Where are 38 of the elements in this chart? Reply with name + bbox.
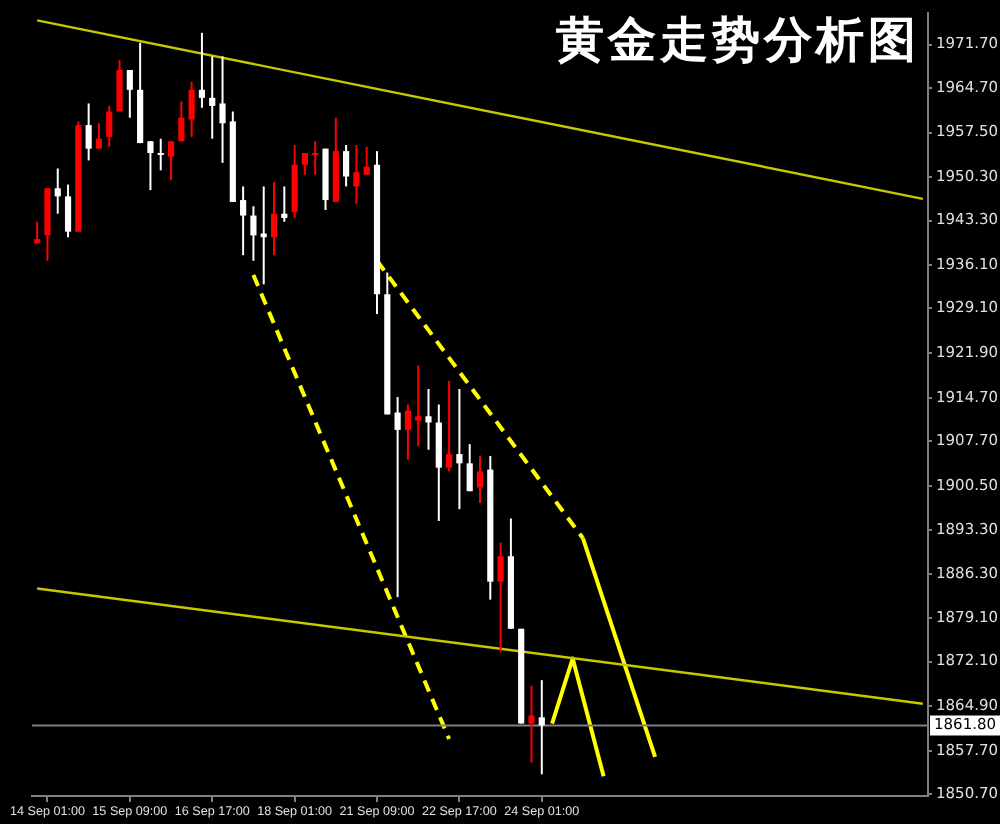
candlestick [394,396,401,599]
candlestick [167,140,175,182]
candlestick [188,80,195,138]
candlestick [291,143,298,220]
candlestick [116,59,123,113]
candlestick [476,454,484,504]
candlestick [404,403,411,461]
candlestick [415,364,422,447]
candlestick [44,187,51,262]
candlestick [446,379,453,473]
candlestick [178,100,185,143]
chart-title: 黄金走势分析图 [556,13,920,72]
candlestick [528,684,535,764]
candlestick [270,181,278,257]
candlestick [157,137,164,172]
candlestick [126,68,133,119]
candlestick [435,403,442,522]
candlestick [85,102,92,162]
candlestick [363,145,370,176]
candlestick [219,55,226,164]
candlestick [425,388,432,451]
candlestick [54,167,61,215]
candlestick [64,183,72,239]
candlestick [353,143,360,205]
candlestick [209,55,216,140]
candlestick [497,541,504,654]
candlestick [538,679,545,776]
candlestick [198,31,206,109]
candlestick [95,122,103,150]
candlestick [250,205,257,262]
candlestick [147,140,154,192]
candlestick [106,104,113,148]
candlestick [240,185,247,257]
candlestick [456,388,463,511]
candlestick [466,443,473,493]
candlestick [301,152,309,176]
candlestick [312,140,319,176]
candlestick [343,143,350,188]
